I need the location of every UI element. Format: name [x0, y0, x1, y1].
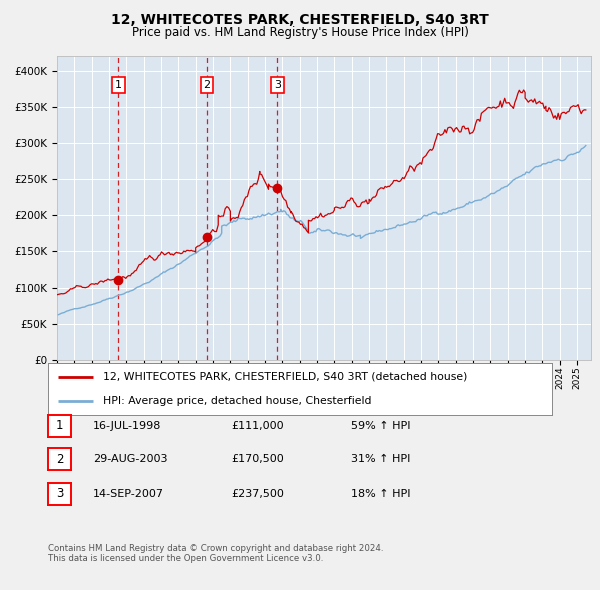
Text: 16-JUL-1998: 16-JUL-1998 [93, 421, 161, 431]
Text: 29-AUG-2003: 29-AUG-2003 [93, 454, 167, 464]
Text: 12, WHITECOTES PARK, CHESTERFIELD, S40 3RT: 12, WHITECOTES PARK, CHESTERFIELD, S40 3… [111, 13, 489, 27]
Text: 31% ↑ HPI: 31% ↑ HPI [351, 454, 410, 464]
Text: HPI: Average price, detached house, Chesterfield: HPI: Average price, detached house, Ches… [103, 396, 372, 406]
Text: 1: 1 [115, 80, 122, 90]
Text: 3: 3 [56, 487, 63, 500]
Text: £111,000: £111,000 [231, 421, 284, 431]
Text: 2: 2 [203, 80, 211, 90]
Text: Contains HM Land Registry data © Crown copyright and database right 2024.
This d: Contains HM Land Registry data © Crown c… [48, 544, 383, 563]
Text: 2: 2 [56, 453, 63, 466]
Text: 12, WHITECOTES PARK, CHESTERFIELD, S40 3RT (detached house): 12, WHITECOTES PARK, CHESTERFIELD, S40 3… [103, 372, 468, 382]
Text: 3: 3 [274, 80, 281, 90]
Text: Price paid vs. HM Land Registry's House Price Index (HPI): Price paid vs. HM Land Registry's House … [131, 26, 469, 39]
Text: 18% ↑ HPI: 18% ↑ HPI [351, 489, 410, 499]
Text: 1: 1 [56, 419, 63, 432]
Text: 14-SEP-2007: 14-SEP-2007 [93, 489, 164, 499]
Text: £237,500: £237,500 [231, 489, 284, 499]
Text: £170,500: £170,500 [231, 454, 284, 464]
Text: 59% ↑ HPI: 59% ↑ HPI [351, 421, 410, 431]
